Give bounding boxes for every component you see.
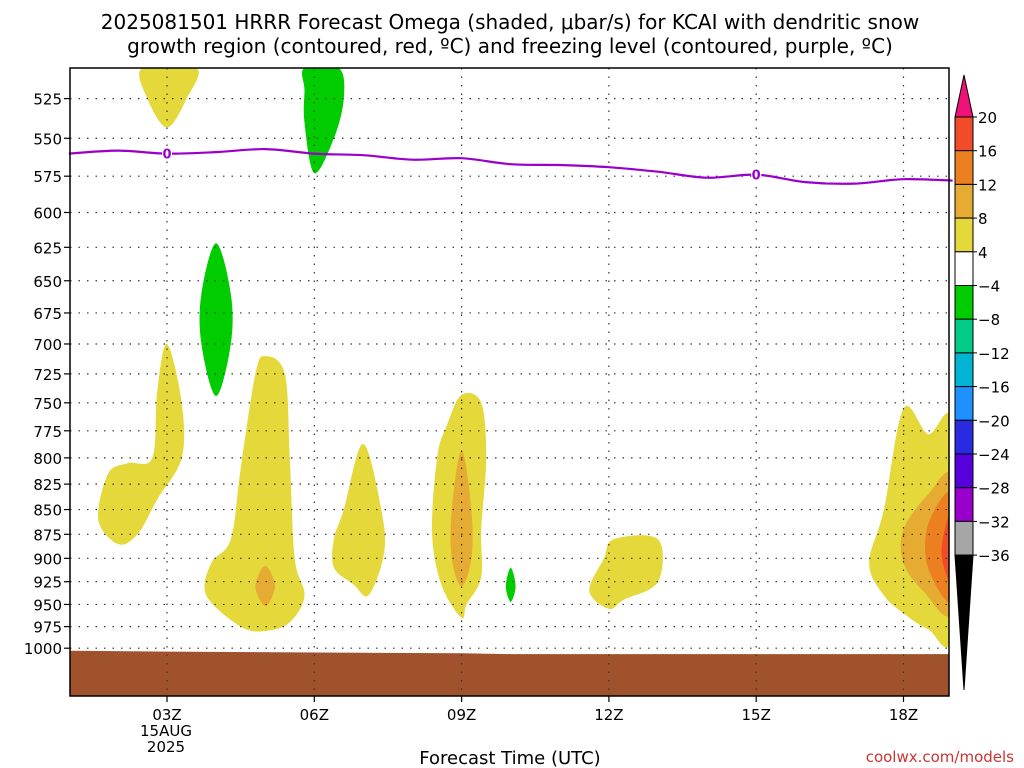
x-tick-label-15Z: 15Z — [742, 706, 771, 724]
y-tick-label-750: 750 — [33, 395, 62, 413]
colorbar-label-4: 4 — [978, 244, 988, 262]
y-tick-label-1000: 1000 — [24, 640, 62, 658]
omega-region-3 — [98, 343, 185, 545]
x-sublabel-date: 15AUG — [140, 722, 192, 740]
y-tick-label-900: 900 — [33, 550, 62, 568]
colorbar-label-11: −28 — [978, 480, 1010, 498]
chart-title-line-1: 2025081501 HRRR Forecast Omega (shaded, … — [101, 10, 919, 34]
y-tick-label-825: 825 — [33, 476, 62, 494]
colorbar-swatch-0 — [954, 116, 974, 152]
x-tick-label-06Z: 06Z — [300, 706, 329, 724]
x-tick-label-12Z: 12Z — [594, 706, 623, 724]
y-tick-label-525: 525 — [33, 91, 62, 109]
y-tick-label-700: 700 — [33, 336, 62, 354]
freezing-level-label-1: 0 — [752, 169, 761, 184]
omega-region-1 — [301, 68, 345, 174]
colorbar-swatch-9 — [954, 419, 974, 455]
ground-layer — [70, 650, 949, 696]
y-tick-label-575: 575 — [33, 168, 62, 186]
colorbar-label-7: −12 — [978, 345, 1010, 363]
credit-text: coolwx.com/models — [866, 748, 1014, 766]
colorbar-label-5: −4 — [978, 278, 1000, 296]
colorbar-swatch-bottom — [954, 554, 974, 691]
chart-title-line-2: growth region (contoured, red, ºC) and f… — [127, 34, 893, 58]
colorbar-swatch-11 — [954, 487, 974, 522]
colorbar-label-0: 20 — [978, 109, 997, 127]
plot-frame — [69, 67, 950, 697]
colorbar-swatch-1 — [954, 150, 974, 185]
y-tick-label-550: 550 — [33, 130, 62, 148]
y-tick-label-875: 875 — [33, 526, 62, 544]
colorbar-swatch-2 — [954, 183, 974, 219]
omega-region-2 — [199, 243, 233, 396]
plot-background — [70, 68, 949, 696]
y-tick-label-950: 950 — [33, 596, 62, 614]
colorbar-label-3: 8 — [978, 210, 988, 228]
colorbar-label-6: −8 — [978, 311, 1000, 329]
y-axis: 525 550 575 600 625 650 675 700 725 750 775 800 825 8… — [24, 91, 70, 658]
y-tick-label-925: 925 — [33, 574, 62, 592]
freezing-label-bg-0 — [162, 146, 172, 160]
x-tick-label-18Z: 18Z — [889, 706, 918, 724]
colorbar-swatch-5 — [954, 285, 974, 320]
colorbar-label-8: −16 — [978, 379, 1010, 397]
omega-region-10 — [589, 535, 663, 610]
colorbar-label-1: 16 — [978, 143, 997, 161]
colorbar-swatch-12 — [954, 520, 974, 556]
freezing-label-bg-1 — [751, 167, 762, 181]
colorbar-swatch-top — [954, 74, 974, 118]
colorbar-swatch-8 — [954, 386, 974, 421]
y-tick-label-625: 625 — [33, 239, 62, 257]
y-tick-label-650: 650 — [33, 273, 62, 291]
y-tick-label-800: 800 — [33, 450, 62, 468]
colorbar-swatch-4 — [954, 251, 974, 287]
y-tick-label-975: 975 — [33, 619, 62, 637]
colorbar-label-9: −20 — [978, 412, 1010, 430]
omega-region-5 — [255, 565, 275, 607]
x-tick-label-03Z: 03Z — [152, 706, 181, 724]
y-tick-label-675: 675 — [33, 305, 62, 323]
colorbar-swatch-3 — [954, 217, 974, 253]
y-tick-label-600: 600 — [33, 204, 62, 222]
y-tick-label-850: 850 — [33, 502, 62, 520]
omega-shaded-regions — [98, 68, 949, 648]
omega-region-9 — [505, 567, 516, 602]
colorbar-label-10: −24 — [978, 446, 1010, 464]
x-tick-label-09Z: 09Z — [447, 706, 476, 724]
colorbar-swatch-6 — [954, 318, 974, 354]
colorbar: 20 16 12 8 4 −4 −8 −12 −16 −20 −24 −28 −32 −36 — [954, 74, 1010, 691]
y-tick-label-725: 725 — [33, 366, 62, 384]
x-axis-title: Forecast Time (UTC) — [419, 748, 600, 768]
colorbar-label-2: 12 — [978, 176, 997, 194]
omega-region-4 — [204, 356, 305, 632]
colorbar-label-13: −36 — [978, 547, 1010, 565]
omega-region-8 — [450, 450, 473, 587]
freezing-level-label-0: 0 — [162, 148, 171, 163]
omega-region-14 — [941, 514, 949, 582]
plot-area: 00 — [68, 67, 953, 697]
freezing-level-contour: 00 — [68, 146, 953, 185]
colorbar-swatch-7 — [954, 352, 974, 388]
colorbar-label-12: −32 — [978, 513, 1010, 531]
colorbar-swatch-10 — [954, 453, 974, 489]
omega-region-6 — [332, 443, 386, 597]
x-axis: 03Z 06Z 09Z 12Z 15Z 18Z — [152, 696, 918, 724]
omega-region-0 — [139, 68, 199, 128]
freezing-level-line — [68, 147, 953, 185]
x-sublabel-year: 2025 — [147, 738, 185, 756]
ground-fill — [70, 650, 949, 696]
omega-region-13 — [925, 491, 949, 603]
y-tick-label-775: 775 — [33, 423, 62, 441]
